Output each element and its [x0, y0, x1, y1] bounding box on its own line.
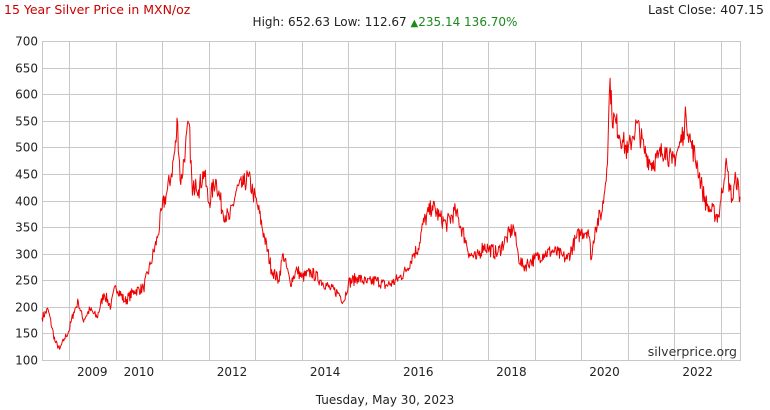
- last-close-value: 407.15: [720, 2, 764, 17]
- x-tick-label: 2012: [217, 365, 248, 379]
- series-line: [41, 77, 741, 350]
- x-tick-label: 2009: [77, 365, 108, 379]
- footer-date: Tuesday, May 30, 2023: [315, 393, 455, 407]
- y-tick-label: 550: [15, 115, 38, 129]
- y-tick-label: 200: [15, 301, 38, 315]
- watermark: silverprice.org: [648, 344, 737, 359]
- x-tick-label: 2022: [682, 365, 713, 379]
- y-axis: 100 150 200 250 300 350 400 450 500 550 600 650 700: [15, 35, 38, 368]
- low-value: 112.67: [364, 15, 407, 29]
- y-tick-label: 250: [15, 274, 38, 288]
- last-close-label: Last Close:: [647, 2, 717, 17]
- high-label: High:: [252, 15, 285, 29]
- x-tick-label: 2018: [496, 365, 527, 379]
- y-tick-label: 650: [15, 62, 38, 76]
- grid: [42, 41, 741, 361]
- x-tick-label: 2010: [124, 365, 155, 379]
- y-tick-label: 600: [15, 88, 38, 102]
- price-stats: High: 652.63 Low: 112.67 ▲235.14 136.70%: [0, 15, 770, 29]
- price-series: [41, 77, 741, 350]
- y-tick-label: 300: [15, 248, 38, 262]
- y-tick-label: 150: [15, 327, 38, 341]
- change-up-icon: ▲: [410, 18, 419, 29]
- change-value: 235.14: [418, 15, 461, 29]
- high-value: 652.63: [288, 15, 330, 29]
- y-tick-label: 500: [15, 141, 38, 155]
- chart-title: 15 Year Silver Price in MXN/oz: [4, 2, 191, 17]
- x-tick-label: 2016: [403, 365, 434, 379]
- y-tick-label: 450: [15, 168, 38, 182]
- y-tick-label: 700: [15, 35, 38, 49]
- change-percent: 136.70%: [464, 15, 518, 29]
- low-label: Low:: [333, 15, 361, 29]
- last-close: Last Close: 407.15: [648, 2, 764, 17]
- y-tick-label: 100: [15, 354, 38, 368]
- plot-area: [42, 41, 741, 361]
- y-tick-label: 400: [15, 195, 38, 209]
- y-tick-label: 350: [15, 221, 38, 235]
- x-axis: 2009 2010 2012 2014 2016 2018 2020 2022: [77, 365, 713, 379]
- x-tick-label: 2014: [310, 365, 341, 379]
- x-tick-label: 2020: [589, 365, 620, 379]
